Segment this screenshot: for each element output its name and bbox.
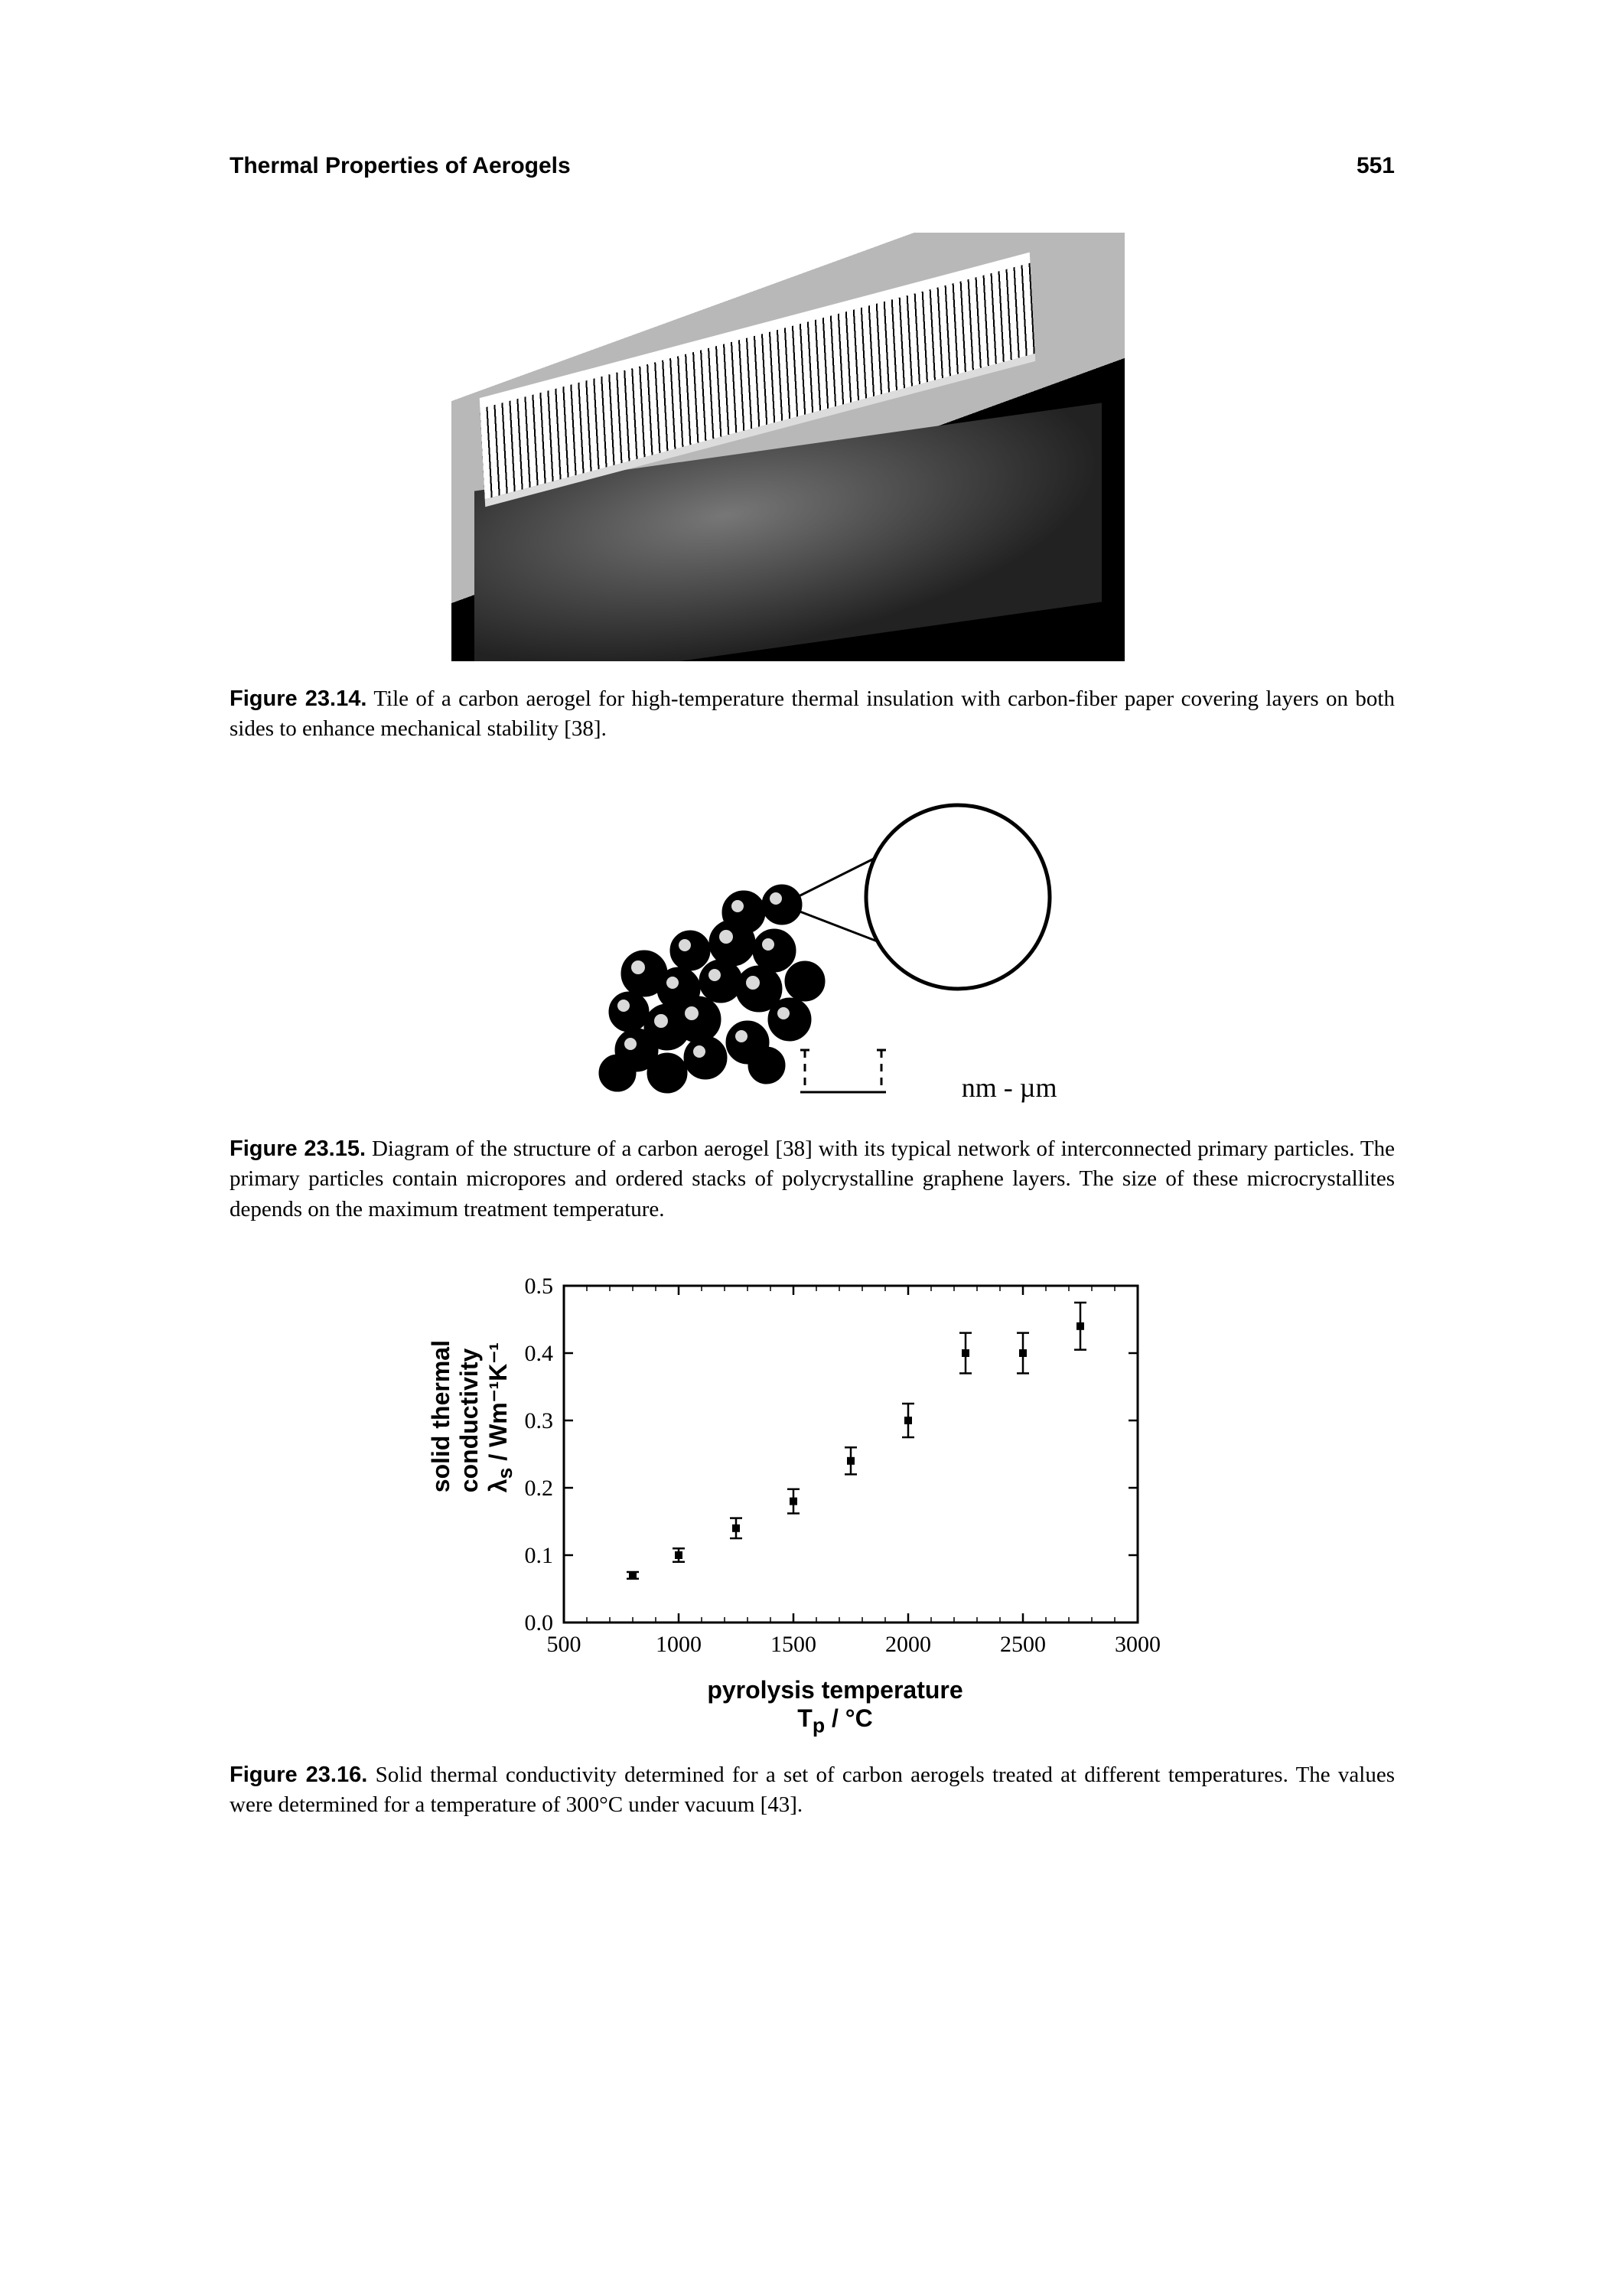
svg-text:0.5: 0.5 (524, 1274, 553, 1299)
figure-23-15-caption: Figure 23.15. Diagram of the structure o… (230, 1134, 1395, 1224)
svg-text:2500: 2500 (1000, 1632, 1046, 1657)
xlabel-sub: p (813, 1714, 825, 1737)
caption-text: Tile of a carbon aerogel for high-temper… (230, 687, 1395, 741)
figure-label: Figure 23.16. (230, 1763, 367, 1787)
page-number: 551 (1357, 153, 1395, 179)
figure-23-14: Figure 23.14. Tile of a carbon aerogel f… (230, 233, 1395, 744)
caption-text: Solid thermal conductivity determined fo… (230, 1763, 1395, 1817)
svg-text:0.1: 0.1 (524, 1543, 553, 1568)
ylabel-line2: conductivity (454, 1348, 482, 1492)
figure-23-16: solid thermal conductivity λs / Wm⁻¹K⁻¹ … (230, 1270, 1395, 1821)
figure-23-15-image: nm - µm (545, 790, 1080, 1111)
figure-23-14-caption: Figure 23.14. Tile of a carbon aerogel f… (230, 684, 1395, 744)
svg-text:3000: 3000 (1115, 1632, 1161, 1657)
running-header: Thermal Properties of Aerogels 551 (230, 153, 1395, 179)
chart-x-axis-label: pyrolysis temperature Tp / °C (495, 1676, 1176, 1737)
figure-label: Figure 23.15. (230, 1137, 366, 1161)
running-title: Thermal Properties of Aerogels (230, 153, 571, 179)
chart-svg: 500100015002000250030000.00.10.20.30.40.… (495, 1270, 1161, 1668)
fig15-scale-label: nm - µm (962, 1071, 1057, 1104)
figure-label: Figure 23.14. (230, 687, 366, 711)
caption-text: Diagram of the structure of a carbon aer… (230, 1137, 1395, 1221)
ylabel-sub: s (493, 1467, 516, 1479)
svg-text:1500: 1500 (770, 1632, 816, 1657)
svg-text:0.3: 0.3 (524, 1408, 553, 1433)
chart-y-axis-label: solid thermal conductivity λs / Wm⁻¹K⁻¹ (426, 1446, 516, 1492)
ylabel-unit: / Wm⁻¹K⁻¹ (484, 1342, 511, 1468)
chart-container: solid thermal conductivity λs / Wm⁻¹K⁻¹ … (449, 1270, 1176, 1737)
svg-text:2000: 2000 (885, 1632, 931, 1657)
figure-23-15: nm - µm Figure 23.15. Diagram of the str… (230, 790, 1395, 1224)
xlabel-line2: T (797, 1704, 813, 1732)
page: Thermal Properties of Aerogels 551 Figur… (0, 0, 1609, 2296)
figure-23-16-caption: Figure 23.16. Solid thermal conductivity… (230, 1760, 1395, 1820)
ylabel-line1: solid thermal (426, 1340, 454, 1492)
figure-23-14-image (451, 233, 1125, 661)
svg-text:0.4: 0.4 (524, 1341, 553, 1366)
ylabel-sym: λ (484, 1479, 511, 1492)
svg-text:0.2: 0.2 (524, 1476, 553, 1501)
svg-text:1000: 1000 (656, 1632, 702, 1657)
xlabel-line1: pyrolysis temperature (707, 1676, 962, 1704)
fig15-svg (545, 790, 1080, 1111)
svg-text:0.0: 0.0 (524, 1610, 553, 1636)
xlabel-unit: / °C (825, 1704, 873, 1732)
